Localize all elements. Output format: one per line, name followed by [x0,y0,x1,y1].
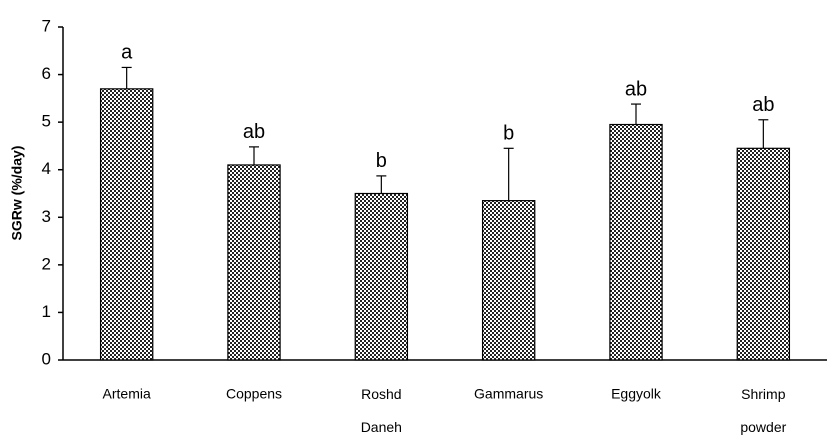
y-tick-label: 3 [42,207,51,226]
x-tick-label: Eggyolk [611,386,662,402]
y-axis-label: SGRw (%/day) [9,146,25,241]
x-tick-label: Roshd Daneh [361,386,402,435]
significance-letter: a [121,42,133,64]
x-tick-label: Shrimp powder [740,386,786,435]
significance-letter: ab [243,121,265,143]
y-tick-label: 0 [42,349,51,368]
significance-letter: ab [752,94,774,116]
bar [99,88,154,361]
bar [481,200,536,361]
bar [354,192,409,361]
significance-letter: b [503,123,514,145]
x-tick-label: Coppens [226,386,282,402]
y-tick-label: 4 [42,159,51,178]
y-tick-label: 6 [42,64,51,83]
bar [736,147,791,361]
significance-letter: b [376,150,387,172]
x-tick-label: Gammarus [474,386,543,402]
y-tick-label: 5 [42,112,51,131]
y-tick-label: 1 [42,302,51,321]
bar [609,123,663,361]
x-tick-label: Artemia [103,386,151,402]
y-tick-label: 7 [42,16,51,35]
y-tick-label: 2 [42,254,51,273]
significance-letter: ab [625,78,647,100]
bar [227,164,281,361]
